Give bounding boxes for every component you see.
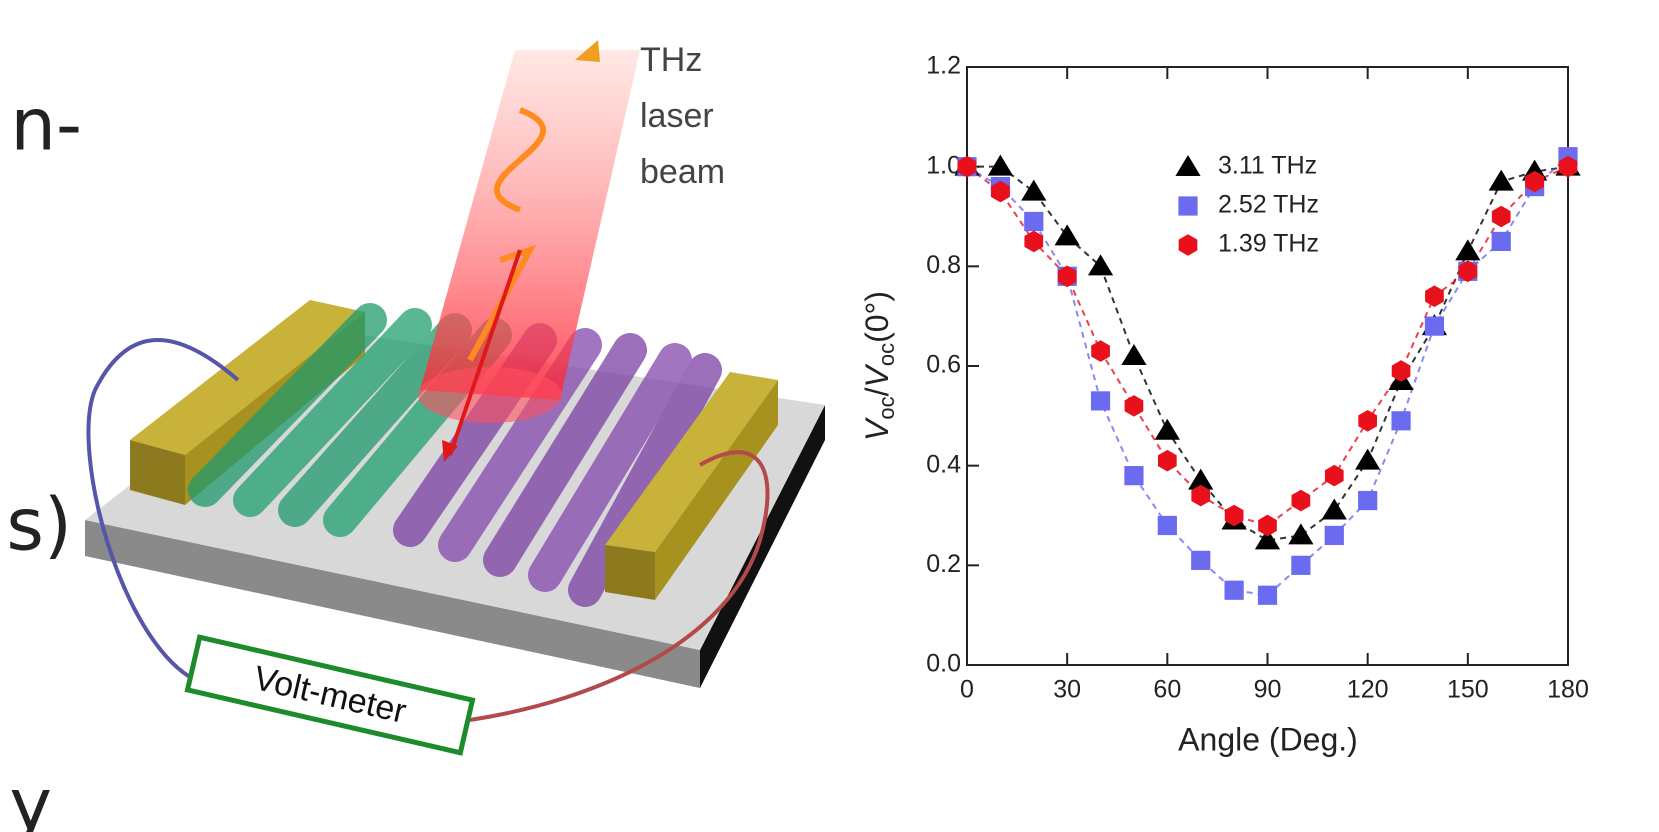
y-tick-label: 0.2 <box>926 550 961 578</box>
marker <box>1024 211 1044 232</box>
x-tick-label: 120 <box>1347 676 1389 704</box>
beam-label: THz <box>640 41 702 79</box>
marker <box>1488 169 1514 191</box>
marker <box>1558 155 1578 178</box>
marker <box>1324 464 1344 487</box>
legend-label: 3.11 THz <box>1218 152 1317 180</box>
y-label-part: V <box>859 364 895 388</box>
marker <box>1491 231 1511 252</box>
arrow <box>448 249 522 456</box>
fit-line <box>966 165 1569 527</box>
marker <box>1188 468 1214 490</box>
marker <box>1525 170 1544 193</box>
y-tick-label: 0.6 <box>926 351 961 379</box>
legend-marker <box>1175 155 1201 176</box>
wave <box>467 107 547 362</box>
marker <box>1324 525 1344 546</box>
marker <box>1391 411 1411 431</box>
electrode <box>605 372 778 552</box>
marker <box>1391 360 1411 382</box>
slide-text: y <box>9 763 52 832</box>
wire <box>469 450 770 722</box>
y-tick-label: 0.8 <box>926 251 961 279</box>
arrow-head <box>442 440 458 462</box>
marker <box>1491 205 1511 228</box>
y-label-part: / <box>859 387 895 396</box>
substrate-side <box>85 520 700 688</box>
legend-marker <box>1178 196 1198 216</box>
fit-line <box>967 165 1569 542</box>
marker <box>1024 230 1044 253</box>
slide-text: n- <box>10 83 82 167</box>
marker <box>1191 484 1211 507</box>
electrode <box>130 440 185 505</box>
marker <box>1124 395 1144 417</box>
y-tick-label: 1.2 <box>926 52 961 80</box>
marker <box>1191 550 1211 570</box>
marker <box>1224 580 1244 600</box>
laser-beam <box>420 50 640 400</box>
marker <box>1054 224 1080 246</box>
electrode <box>605 545 655 600</box>
marker <box>1291 489 1311 512</box>
chart: Angle (Deg.) Voc/Voc(0°) 0 30 60 90 120 150 18… <box>859 52 1588 758</box>
y-label-part: (0°) <box>859 291 895 343</box>
marker <box>1291 555 1311 575</box>
marker <box>1087 254 1114 276</box>
marker <box>1355 448 1381 470</box>
wire <box>86 338 240 682</box>
x-tick-label: 150 <box>1447 676 1489 704</box>
x-axis-label: Angle (Deg.) <box>1178 721 1358 757</box>
x-tick-label: 90 <box>1254 676 1282 704</box>
marker <box>1021 179 1047 201</box>
marker <box>1224 504 1244 527</box>
marker <box>1090 391 1111 411</box>
beam-spot <box>418 367 562 423</box>
marker <box>1091 340 1110 362</box>
marker <box>1124 466 1144 486</box>
marker <box>1424 316 1445 336</box>
marker <box>1358 410 1378 432</box>
marker <box>1321 498 1347 520</box>
beam-label: laser <box>640 97 714 135</box>
marker <box>1157 515 1177 536</box>
marker <box>987 154 1013 176</box>
y-label-part: oc <box>874 343 899 366</box>
y-label-part: V <box>859 417 895 441</box>
marker <box>1358 490 1378 511</box>
marker <box>1254 528 1281 550</box>
slide-text: s) <box>6 483 72 567</box>
marker <box>991 180 1010 203</box>
y-tick-label: 0.4 <box>926 450 961 478</box>
legend-label: 1.39 THz <box>1218 230 1319 258</box>
marker <box>1157 449 1177 472</box>
x-tick-label: 0 <box>960 676 974 704</box>
marker <box>1455 239 1481 261</box>
marker <box>1057 265 1077 288</box>
marker <box>1458 260 1478 283</box>
marker <box>1257 585 1278 605</box>
x-tick-label: 30 <box>1053 676 1081 704</box>
x-tick-label: 180 <box>1547 676 1589 704</box>
y-tick-label: 0.0 <box>926 650 961 678</box>
y-axis-label: Voc/Voc(0°) <box>859 291 898 441</box>
x-tick-label: 60 <box>1153 676 1181 704</box>
electrode <box>130 300 365 455</box>
volt-meter <box>184 634 476 756</box>
y-label-part: oc <box>874 396 899 419</box>
marker <box>1288 523 1314 545</box>
device-illustration: Volt-meter THz laser beam <box>85 40 825 756</box>
beam-icon <box>575 40 600 62</box>
legend-marker <box>1178 234 1198 256</box>
marker <box>1154 418 1180 440</box>
marker <box>957 155 977 178</box>
marker <box>1121 344 1147 366</box>
electrode <box>655 380 778 600</box>
substrate-side <box>700 405 825 688</box>
marker <box>1425 285 1444 308</box>
legend-label: 2.52 THz <box>1218 191 1319 219</box>
marker <box>1258 514 1277 537</box>
beam-label: beam <box>640 153 725 191</box>
